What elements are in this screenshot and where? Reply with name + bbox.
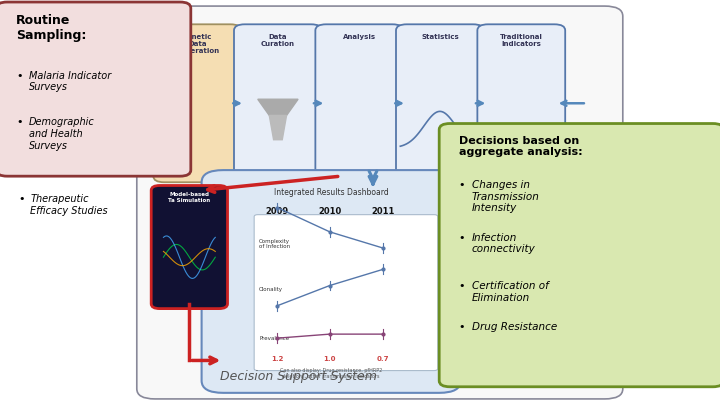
- FancyBboxPatch shape: [477, 24, 565, 182]
- Text: Genetic
Data
Generation: Genetic Data Generation: [175, 34, 220, 54]
- Text: 2011: 2011: [372, 207, 395, 216]
- Text: •: •: [459, 180, 465, 190]
- Text: Statistics: Statistics: [421, 34, 459, 41]
- Text: •: •: [17, 71, 23, 81]
- Text: 0.7: 0.7: [377, 356, 390, 362]
- Text: Analysis: Analysis: [343, 34, 376, 41]
- Text: Decision Support System: Decision Support System: [220, 370, 377, 383]
- FancyBboxPatch shape: [137, 6, 623, 399]
- Polygon shape: [269, 115, 287, 140]
- Text: Traditional
Indicators: Traditional Indicators: [500, 34, 543, 47]
- Text: 1.2: 1.2: [271, 356, 284, 362]
- Text: Infection
connectivity: Infection connectivity: [472, 233, 536, 254]
- Text: •: •: [17, 117, 23, 128]
- Text: Integrated Results Dashboard: Integrated Results Dashboard: [274, 188, 389, 197]
- Text: Prevalence: Prevalence: [259, 336, 289, 341]
- FancyBboxPatch shape: [153, 24, 241, 182]
- Text: •: •: [459, 322, 465, 332]
- Text: Routine
Sampling:: Routine Sampling:: [16, 14, 86, 42]
- Text: Drug Resistance: Drug Resistance: [472, 322, 557, 332]
- Text: Therapeutic
Efficacy Studies: Therapeutic Efficacy Studies: [30, 194, 108, 216]
- Text: 1.0: 1.0: [323, 356, 336, 362]
- Text: •: •: [459, 281, 465, 292]
- FancyBboxPatch shape: [234, 24, 322, 182]
- Text: Clonality: Clonality: [259, 287, 283, 292]
- Text: Certification of
Elimination: Certification of Elimination: [472, 281, 549, 303]
- Text: Model-based
Ta Simulation: Model-based Ta Simulation: [168, 192, 210, 203]
- FancyBboxPatch shape: [202, 170, 461, 393]
- Text: 2010: 2010: [318, 207, 341, 216]
- Polygon shape: [258, 99, 298, 115]
- Text: •: •: [459, 233, 465, 243]
- Text: 2009: 2009: [266, 207, 289, 216]
- Text: Changes in
Transmission
Intensity: Changes in Transmission Intensity: [472, 180, 539, 213]
- Text: Demographic
and Health
Surveys: Demographic and Health Surveys: [29, 117, 94, 151]
- FancyArrow shape: [443, 271, 481, 312]
- FancyBboxPatch shape: [151, 185, 228, 309]
- Text: Data
Curation: Data Curation: [261, 34, 295, 47]
- Text: Malaria Indicator
Surveys: Malaria Indicator Surveys: [29, 71, 111, 92]
- FancyBboxPatch shape: [396, 24, 484, 182]
- Text: Can also display: Drug resistance, pfHRP2
deletions, other transmission indicato: Can also display: Drug resistance, pfHRP…: [280, 368, 382, 379]
- FancyBboxPatch shape: [0, 2, 191, 176]
- FancyBboxPatch shape: [254, 215, 438, 371]
- FancyBboxPatch shape: [315, 24, 403, 182]
- FancyBboxPatch shape: [439, 124, 720, 387]
- Text: •: •: [18, 194, 24, 205]
- Text: Decisions based on
aggregate analysis:: Decisions based on aggregate analysis:: [459, 136, 582, 157]
- Text: Complexity
of Infection: Complexity of Infection: [259, 239, 290, 249]
